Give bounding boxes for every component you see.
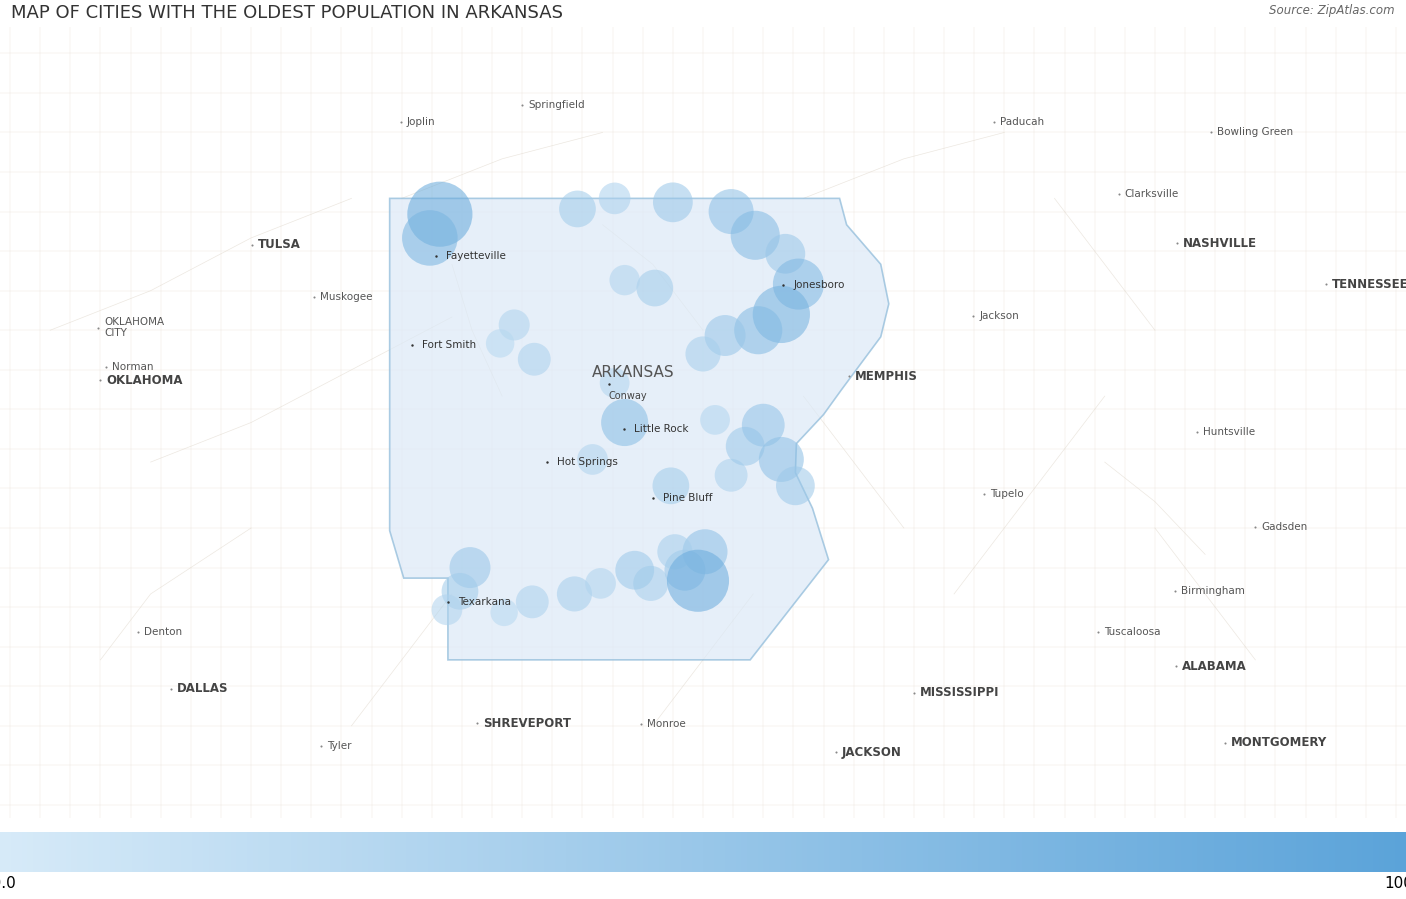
Point	[419, 231, 441, 245]
Point	[686, 574, 709, 588]
Text: Conway: Conway	[609, 391, 647, 401]
Point	[603, 191, 626, 206]
Text: Source: ZipAtlas.com: Source: ZipAtlas.com	[1270, 4, 1395, 17]
Point	[692, 347, 714, 361]
Point	[613, 273, 636, 288]
Text: TENNESSEE: TENNESSEE	[1331, 278, 1406, 290]
Text: ALABAMA: ALABAMA	[1182, 660, 1247, 673]
Text: Huntsville: Huntsville	[1204, 427, 1256, 437]
Point	[640, 576, 662, 591]
Point	[589, 576, 612, 591]
Text: Bowling Green: Bowling Green	[1218, 128, 1294, 138]
Text: Denton: Denton	[143, 628, 181, 637]
Text: Birmingham: Birmingham	[1181, 586, 1244, 596]
Text: Muskogee: Muskogee	[321, 292, 373, 302]
Text: ARKANSAS: ARKANSAS	[592, 365, 673, 380]
Point	[662, 195, 685, 209]
Text: Paducah: Paducah	[1000, 117, 1045, 127]
Point	[787, 277, 810, 291]
Polygon shape	[389, 199, 889, 660]
Point	[659, 478, 682, 493]
Text: MONTGOMERY: MONTGOMERY	[1232, 736, 1327, 750]
Point	[770, 307, 793, 322]
Point	[770, 452, 793, 467]
Point	[581, 452, 603, 467]
Point	[503, 317, 526, 332]
Point	[704, 413, 727, 427]
Text: OKLAHOMA
CITY: OKLAHOMA CITY	[104, 316, 165, 338]
Point	[644, 280, 666, 295]
Point	[523, 352, 546, 367]
Point	[564, 587, 586, 601]
Point	[747, 323, 769, 337]
Text: MISSISSIPPI: MISSISSIPPI	[920, 686, 1000, 699]
Text: MAP OF CITIES WITH THE OLDEST POPULATION IN ARKANSAS: MAP OF CITIES WITH THE OLDEST POPULATION…	[11, 4, 564, 22]
Text: Tupelo: Tupelo	[990, 489, 1024, 499]
Text: Tuscaloosa: Tuscaloosa	[1104, 628, 1160, 637]
Point	[720, 468, 742, 483]
Point	[734, 439, 756, 453]
Point	[458, 560, 481, 574]
Point	[567, 201, 589, 216]
Point	[720, 204, 742, 218]
Point	[613, 415, 636, 430]
Text: Pine Bluff: Pine Bluff	[662, 493, 713, 503]
Point	[522, 594, 544, 609]
Text: Norman: Norman	[112, 362, 155, 372]
Text: Fort Smith: Fort Smith	[422, 340, 475, 350]
Text: Hot Springs: Hot Springs	[557, 457, 619, 467]
Point	[693, 545, 716, 559]
Text: Gadsden: Gadsden	[1261, 521, 1308, 531]
Text: SHREVEPORT: SHREVEPORT	[484, 717, 571, 730]
Text: MEMPHIS: MEMPHIS	[855, 369, 918, 383]
Text: Tyler: Tyler	[328, 741, 352, 751]
Point	[714, 328, 737, 343]
Text: Clarksville: Clarksville	[1125, 190, 1180, 200]
Text: OKLAHOMA: OKLAHOMA	[107, 374, 183, 387]
Text: JACKSON: JACKSON	[842, 745, 901, 759]
Point	[785, 478, 807, 493]
Point	[623, 563, 645, 577]
Text: Springfield: Springfield	[529, 100, 585, 110]
Point	[436, 602, 458, 617]
Text: Little Rock: Little Rock	[634, 424, 688, 434]
Point	[489, 336, 512, 351]
Text: Texarkana: Texarkana	[458, 597, 510, 607]
Point	[744, 228, 766, 243]
Text: Joplin: Joplin	[406, 117, 436, 127]
Text: Fayetteville: Fayetteville	[446, 252, 506, 262]
Point	[603, 376, 626, 390]
Point	[449, 584, 471, 599]
Text: TULSA: TULSA	[259, 238, 301, 251]
Text: Jonesboro: Jonesboro	[793, 280, 845, 290]
Text: NASHVILLE: NASHVILLE	[1182, 236, 1257, 250]
Text: Jackson: Jackson	[979, 311, 1019, 321]
Text: DALLAS: DALLAS	[177, 682, 228, 695]
Point	[664, 545, 686, 559]
Point	[752, 418, 775, 432]
Point	[775, 246, 797, 261]
Point	[494, 605, 516, 619]
Point	[429, 207, 451, 221]
Text: Monroe: Monroe	[647, 719, 686, 729]
Point	[673, 563, 696, 577]
